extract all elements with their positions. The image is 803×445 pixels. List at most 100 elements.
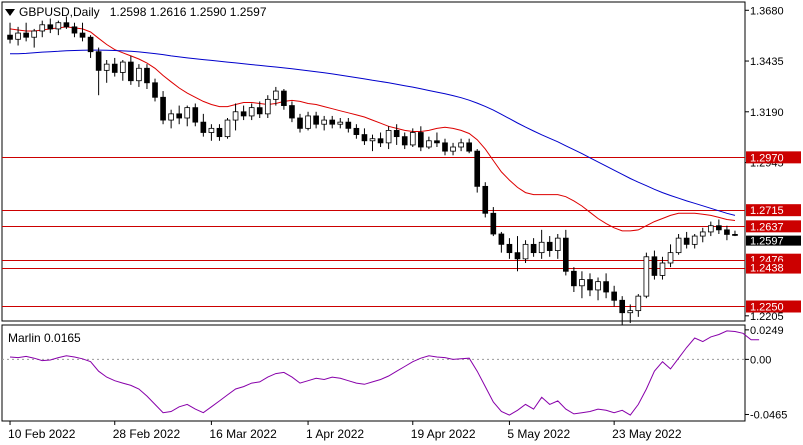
candle-body (369, 138, 376, 142)
candle (128, 55, 134, 85)
candle-body (289, 105, 295, 119)
candle (691, 234, 698, 249)
candle-body (409, 132, 416, 146)
candle-body (611, 291, 617, 301)
candle-body (377, 138, 384, 144)
candle-body (716, 225, 722, 231)
candle (329, 115, 336, 129)
candle-body (442, 142, 448, 152)
candle-body (15, 32, 21, 40)
candle (63, 16, 70, 29)
candle-body (538, 241, 545, 254)
indicator-pane[interactable] (1, 324, 760, 422)
candle-body (168, 113, 174, 121)
candle-body (393, 130, 400, 138)
indicator-tick-label: -0.0465 (750, 409, 787, 421)
candle-body (273, 90, 279, 100)
candle-body (724, 229, 730, 235)
candle (627, 304, 634, 324)
candle-body (144, 67, 150, 84)
candle (579, 271, 585, 299)
candle (474, 149, 481, 193)
candle (87, 35, 94, 58)
candle-body (297, 117, 303, 129)
candle-body (732, 234, 738, 236)
candle (409, 128, 416, 147)
level-price-tag (746, 300, 801, 313)
candle-body (699, 231, 706, 237)
candle-body (224, 119, 231, 138)
candle-body (55, 22, 62, 30)
candle (111, 57, 118, 77)
candle (643, 252, 650, 299)
candle-body (482, 185, 489, 214)
candle (716, 219, 722, 234)
candle (393, 124, 400, 145)
candle-body (136, 67, 142, 82)
candle-body (200, 121, 207, 133)
candle-body (587, 279, 593, 291)
indicator-tick-label: 0.0249 (750, 325, 784, 337)
dropdown-triangle-icon[interactable] (5, 9, 15, 16)
candle-body (232, 111, 239, 121)
candle-body (248, 107, 255, 117)
candle-body (353, 127, 360, 135)
candle-body (63, 22, 70, 28)
candle-body (418, 132, 424, 148)
candle (603, 273, 609, 299)
candle (256, 101, 263, 118)
candle (216, 124, 223, 141)
candle (482, 182, 489, 218)
level-price-tag (746, 204, 801, 217)
candle-body (554, 237, 561, 251)
indicator-label: Marlin 0.0165 (8, 331, 81, 345)
candle-body (707, 225, 714, 233)
candle (385, 126, 392, 150)
time-axis: 10 Feb 2022 28 Feb 2022 16 Mar 2022 1 Apr 2… (8, 421, 682, 441)
candle-body (264, 98, 271, 115)
candle-body (466, 142, 472, 152)
candle (240, 105, 247, 121)
candle (297, 113, 303, 133)
candle (264, 95, 271, 118)
candle-body (474, 150, 481, 187)
candle (377, 132, 384, 147)
candle-body (627, 310, 634, 314)
ohlc-readout: 1.2598 1.2616 1.2590 1.2597 (109, 5, 267, 19)
candle (546, 236, 553, 257)
candle (71, 22, 78, 38)
candle-body (506, 243, 513, 254)
price-pane[interactable] (1, 1, 746, 326)
candle-body (603, 281, 609, 293)
chart-header: GBPUSD,Daily 1.2598 1.2616 1.2590 1.2597 (5, 5, 267, 19)
candle-body (643, 256, 650, 297)
candle-body (571, 270, 577, 287)
candle-body (71, 26, 78, 34)
candle (514, 236, 521, 272)
candle-body (361, 134, 368, 142)
candle (232, 103, 239, 131)
candle-body (458, 142, 464, 148)
candle-body (208, 127, 215, 133)
candle (563, 229, 569, 276)
candle (192, 103, 199, 127)
candle (418, 126, 424, 152)
candle-body (184, 107, 191, 119)
candle (369, 134, 376, 152)
candle-body (675, 237, 682, 254)
price-tick-label: 1.2205 (750, 311, 784, 323)
price-axis: 1.36801.34351.31901.29451.22051.29701.27… (745, 5, 801, 421)
candle (176, 105, 182, 125)
candle-body (546, 241, 553, 251)
candle (353, 124, 360, 139)
marlin-line (9, 330, 760, 416)
candle-body (305, 115, 311, 129)
candle-body (595, 281, 601, 291)
candle-body (7, 34, 13, 40)
time-tick-label: 19 Apr 2022 (411, 427, 476, 441)
candle-body (95, 51, 102, 71)
candle-body (216, 127, 223, 138)
candle (675, 234, 682, 255)
level-price-label: 1.2970 (750, 152, 784, 164)
